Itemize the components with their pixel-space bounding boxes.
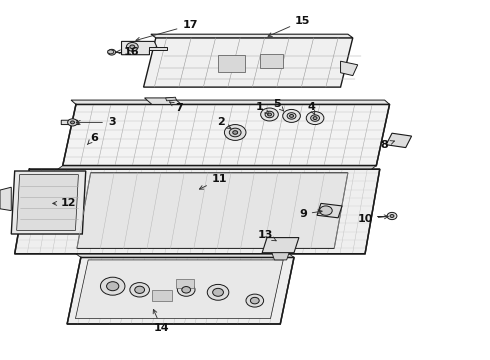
Polygon shape [0,187,11,211]
Bar [176,279,194,288]
Text: 6: 6 [87,132,98,145]
Circle shape [290,114,294,117]
Circle shape [390,215,394,217]
Circle shape [250,297,259,304]
Bar [152,290,172,301]
Circle shape [126,42,138,51]
Polygon shape [76,254,294,257]
Circle shape [268,113,271,116]
Polygon shape [149,47,167,50]
Polygon shape [75,260,283,319]
Polygon shape [77,173,348,248]
Polygon shape [58,166,376,169]
Text: 3: 3 [76,117,116,127]
Polygon shape [145,98,181,104]
Circle shape [107,282,119,291]
Text: 14: 14 [153,310,170,333]
Polygon shape [63,104,390,166]
Circle shape [130,45,135,49]
Circle shape [265,111,274,118]
FancyBboxPatch shape [260,54,283,68]
Circle shape [108,49,116,55]
Circle shape [387,212,397,220]
Circle shape [182,287,191,293]
Circle shape [207,284,229,300]
Text: 16: 16 [117,47,139,57]
Text: 12: 12 [53,198,76,208]
Text: 7: 7 [170,102,183,113]
Circle shape [283,109,300,122]
Text: 13: 13 [258,230,276,241]
Polygon shape [67,257,294,324]
Polygon shape [108,50,114,54]
Circle shape [319,206,332,215]
Circle shape [287,113,296,119]
Circle shape [306,112,324,125]
Text: 1: 1 [256,102,269,114]
Text: 15: 15 [268,16,311,36]
Circle shape [311,115,319,121]
Text: 11: 11 [199,174,227,189]
Circle shape [313,117,317,120]
Text: 10: 10 [357,214,388,224]
Polygon shape [144,38,353,87]
Circle shape [261,108,278,121]
Circle shape [100,277,125,295]
Circle shape [246,294,264,307]
Text: 4: 4 [307,102,315,115]
Text: 2: 2 [217,117,231,129]
Polygon shape [166,97,176,101]
Circle shape [233,131,238,134]
Text: 17: 17 [136,20,198,41]
Circle shape [71,121,74,124]
Polygon shape [11,171,86,234]
Circle shape [135,286,145,293]
Polygon shape [341,61,358,76]
Polygon shape [17,175,78,230]
Polygon shape [262,238,299,253]
Text: 8: 8 [381,140,394,150]
Polygon shape [317,203,342,218]
Circle shape [130,283,149,297]
Polygon shape [61,120,79,125]
Circle shape [224,125,246,140]
Polygon shape [15,169,380,254]
FancyBboxPatch shape [218,55,245,72]
Polygon shape [272,253,289,260]
Circle shape [68,119,77,126]
Text: 5: 5 [273,99,284,111]
Circle shape [177,283,195,296]
Circle shape [229,128,241,137]
Polygon shape [151,34,353,38]
Polygon shape [386,133,412,148]
Text: 9: 9 [299,209,322,219]
Circle shape [213,288,223,296]
Polygon shape [122,41,157,55]
Polygon shape [71,100,390,104]
